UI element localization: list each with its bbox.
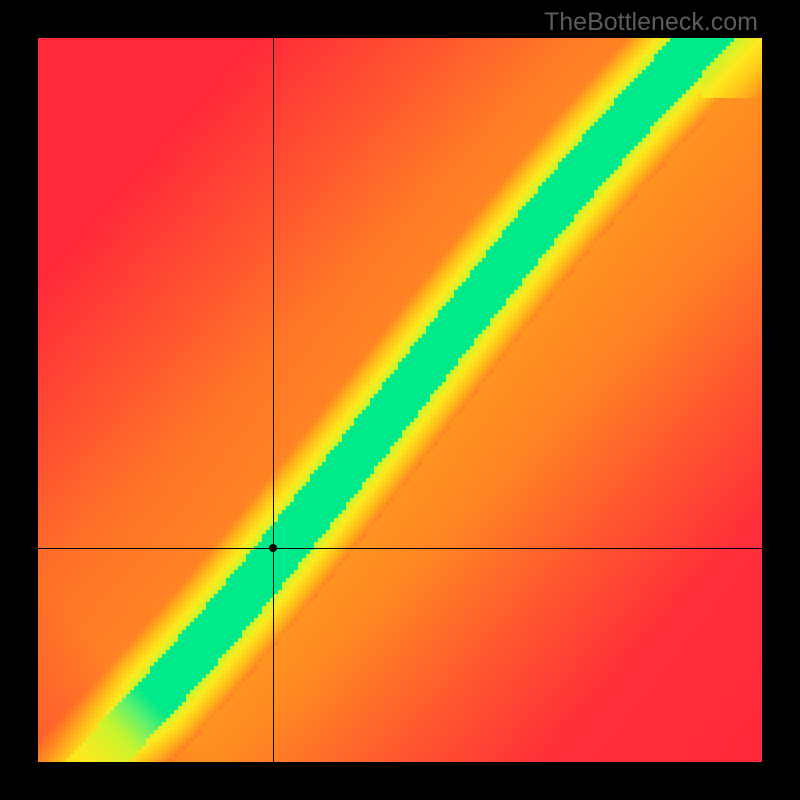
bottleneck-heatmap	[38, 38, 762, 762]
crosshair-marker	[269, 544, 277, 552]
plot-area	[38, 38, 762, 762]
crosshair-vertical	[273, 38, 274, 762]
watermark-text: TheBottleneck.com	[544, 8, 758, 37]
crosshair-horizontal	[38, 548, 762, 549]
